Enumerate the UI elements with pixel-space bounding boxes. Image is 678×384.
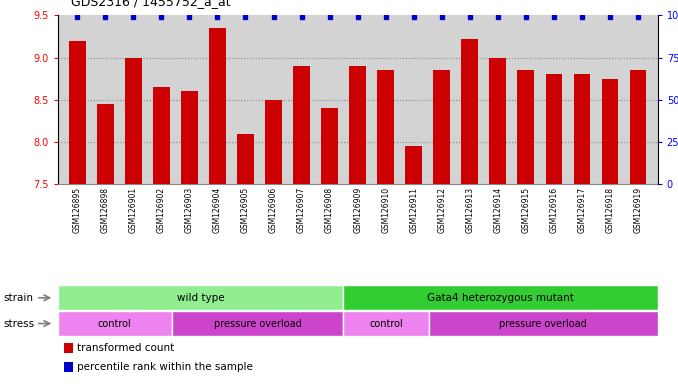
Bar (69, 41, 85, 184)
Bar (462, 39, 478, 184)
Bar (265, 100, 282, 184)
Text: GDS2316 / 1455752_a_at: GDS2316 / 1455752_a_at (71, 0, 231, 8)
Bar (433, 70, 450, 184)
Bar (343, 311, 429, 336)
Bar (601, 79, 618, 184)
Text: percentile rank within the sample: percentile rank within the sample (77, 362, 252, 372)
Bar (321, 108, 338, 184)
Bar (237, 134, 254, 184)
Bar (517, 70, 534, 184)
Bar (405, 146, 422, 184)
Bar (343, 285, 658, 310)
Bar (377, 70, 394, 184)
Bar (181, 91, 198, 184)
Bar (58, 285, 343, 310)
Bar (490, 58, 506, 184)
Text: transformed count: transformed count (77, 343, 174, 353)
Text: control: control (370, 318, 403, 329)
Bar (546, 74, 562, 184)
Bar (429, 311, 658, 336)
Bar (293, 66, 310, 184)
Text: pressure overload: pressure overload (214, 318, 302, 329)
Bar (630, 70, 646, 184)
Bar (209, 28, 226, 184)
Text: strain: strain (3, 293, 33, 303)
Bar (574, 74, 591, 184)
Bar (97, 104, 114, 184)
Bar (349, 66, 366, 184)
Bar (58, 311, 172, 336)
Text: control: control (98, 318, 132, 329)
Text: wild type: wild type (177, 293, 224, 303)
Bar (153, 87, 170, 184)
Text: Gata4 heterozygous mutant: Gata4 heterozygous mutant (427, 293, 574, 303)
Bar (172, 311, 343, 336)
Bar (125, 58, 142, 184)
Text: stress: stress (3, 318, 35, 329)
Text: pressure overload: pressure overload (500, 318, 587, 329)
